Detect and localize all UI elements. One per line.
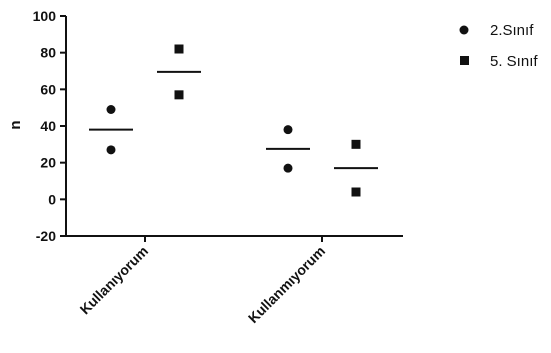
data-point-square (351, 139, 361, 149)
legend-label-series-1: 2.Sınıf (490, 22, 534, 39)
legend: 2.Sınıf 5. Sınıf (459, 22, 538, 70)
legend-marker-square (460, 56, 469, 65)
x-category-label: Kullanıyorum (77, 243, 152, 318)
data-point-circle (283, 125, 293, 135)
data-point-circle (283, 163, 293, 173)
y-tick-label: 40 (40, 118, 56, 134)
y-tick-label: 80 (40, 45, 56, 61)
data-point-square (174, 90, 184, 100)
data-point-square (351, 187, 361, 197)
axes-layer (60, 15, 403, 242)
labels-layer: n -20 0 20 40 60 80 100 Kullanıyorum Kullanmıyor… (7, 8, 328, 326)
data-point-circle (106, 105, 116, 114)
marks-layer (89, 44, 378, 197)
y-tick-label: 20 (40, 155, 56, 171)
y-axis-title: n (7, 120, 24, 129)
y-tick-label: 0 (48, 191, 56, 207)
y-tick-label: 60 (40, 81, 56, 97)
legend-marker-circle (459, 25, 469, 35)
data-point-square (174, 44, 184, 54)
x-category-label: Kullanmıyorum (245, 243, 328, 326)
y-tick-label: -20 (36, 228, 56, 244)
y-tick-label: 100 (33, 8, 57, 24)
data-point-circle (106, 145, 116, 155)
legend-label-series-2: 5. Sınıf (490, 53, 538, 70)
